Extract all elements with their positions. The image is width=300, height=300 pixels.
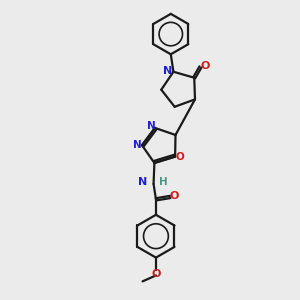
Text: N: N (147, 122, 156, 131)
Text: O: O (170, 191, 179, 201)
Text: O: O (176, 152, 184, 162)
Text: N: N (134, 140, 142, 150)
Text: N: N (138, 177, 147, 187)
Text: H: H (159, 177, 168, 187)
Text: O: O (200, 61, 210, 71)
Text: N: N (164, 66, 173, 76)
Text: O: O (151, 269, 160, 279)
